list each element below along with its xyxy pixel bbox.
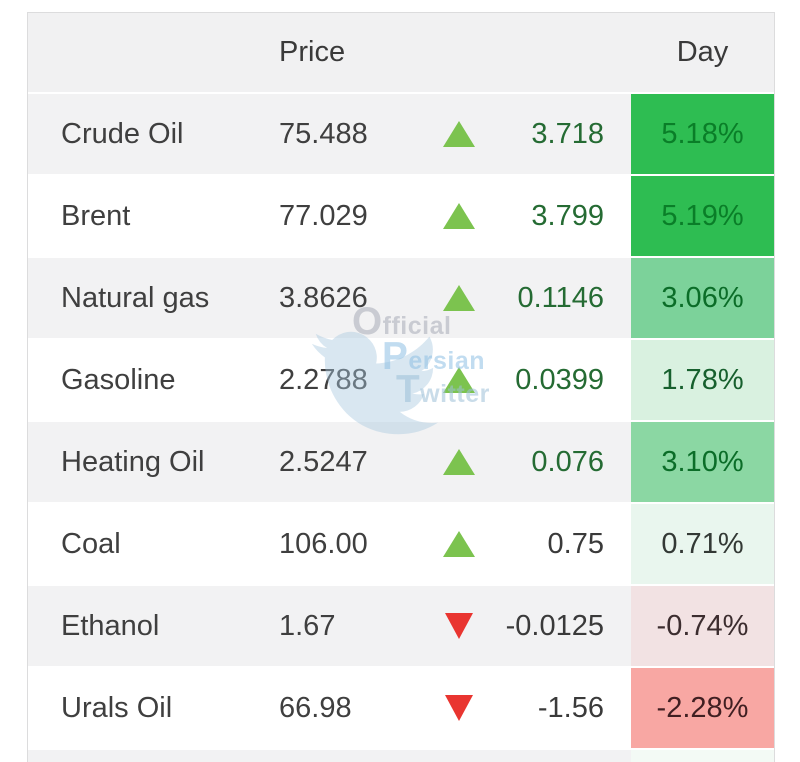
commodity-price: 106.00 bbox=[279, 527, 368, 560]
commodity-change: -0.0125 bbox=[505, 609, 604, 642]
up-arrow-icon bbox=[443, 449, 475, 475]
commodity-price: 2.5247 bbox=[279, 445, 368, 478]
commodity-price: 66.98 bbox=[279, 691, 352, 724]
commodity-row[interactable]: Gasoline 2.2788 0.0399 1.78% bbox=[28, 340, 774, 422]
commodity-change: 3.799 bbox=[531, 199, 604, 232]
commodity-day-percent: -0.74% bbox=[631, 586, 774, 666]
commodity-row[interactable]: Brent 77.029 3.799 5.19% bbox=[28, 176, 774, 258]
commodity-price: 77.029 bbox=[279, 199, 368, 232]
commodity-name: Ethanol bbox=[61, 609, 160, 642]
commodity-day-percent: 3.10% bbox=[631, 422, 774, 502]
partial-next-row bbox=[28, 750, 774, 762]
commodity-price: 75.488 bbox=[279, 117, 368, 150]
commodity-change: -1.56 bbox=[537, 691, 604, 724]
down-arrow-icon bbox=[445, 613, 473, 639]
table-body: Crude Oil 75.488 3.718 5.18% Brent 77.02… bbox=[28, 94, 774, 750]
table-header-row: Price Day bbox=[28, 13, 774, 94]
up-arrow-icon bbox=[443, 367, 475, 393]
commodity-name: Gasoline bbox=[61, 363, 176, 396]
commodity-row[interactable]: Heating Oil 2.5247 0.076 3.10% bbox=[28, 422, 774, 504]
down-arrow-icon bbox=[445, 695, 473, 721]
up-arrow-icon bbox=[443, 531, 475, 557]
commodity-name: Coal bbox=[61, 527, 121, 560]
partial-day-cell bbox=[631, 750, 774, 762]
commodity-row[interactable]: Urals Oil 66.98 -1.56 -2.28% bbox=[28, 668, 774, 750]
commodity-day-percent: -2.28% bbox=[631, 668, 774, 748]
commodity-name: Brent bbox=[61, 199, 131, 232]
header-arrow-cell bbox=[429, 13, 489, 92]
up-arrow-icon bbox=[443, 285, 475, 311]
commodities-table: Price Day Crude Oil 75.488 3.718 5.18% B… bbox=[27, 12, 775, 762]
commodity-row[interactable]: Crude Oil 75.488 3.718 5.18% bbox=[28, 94, 774, 176]
commodity-day-percent: 5.19% bbox=[631, 176, 774, 256]
commodity-name: Crude Oil bbox=[61, 117, 184, 150]
up-arrow-icon bbox=[443, 121, 475, 147]
commodity-change: 0.1146 bbox=[517, 281, 604, 314]
commodity-day-percent: 5.18% bbox=[631, 94, 774, 174]
commodity-day-percent: 1.78% bbox=[631, 340, 774, 420]
commodity-change: 0.75 bbox=[547, 527, 604, 560]
commodity-name: Natural gas bbox=[61, 281, 210, 314]
commodity-row[interactable]: Coal 106.00 0.75 0.71% bbox=[28, 504, 774, 586]
header-name-cell bbox=[28, 13, 279, 92]
commodity-name: Urals Oil bbox=[61, 691, 173, 724]
commodity-price: 2.2788 bbox=[279, 363, 368, 396]
commodity-day-percent: 0.71% bbox=[631, 504, 774, 584]
commodity-row[interactable]: Ethanol 1.67 -0.0125 -0.74% bbox=[28, 586, 774, 668]
commodity-change: 3.718 bbox=[531, 117, 604, 150]
up-arrow-icon bbox=[443, 203, 475, 229]
commodity-change: 0.076 bbox=[531, 445, 604, 478]
commodity-price: 1.67 bbox=[279, 609, 336, 642]
header-day-label: Day bbox=[676, 36, 729, 68]
commodity-change: 0.0399 bbox=[515, 363, 604, 396]
header-price-label: Price bbox=[279, 36, 346, 68]
commodity-row[interactable]: Natural gas 3.8626 0.1146 3.06% bbox=[28, 258, 774, 340]
commodity-price: 3.8626 bbox=[279, 281, 368, 314]
commodity-day-percent: 3.06% bbox=[631, 258, 774, 338]
commodity-name: Heating Oil bbox=[61, 445, 205, 478]
header-change-cell bbox=[489, 13, 631, 92]
